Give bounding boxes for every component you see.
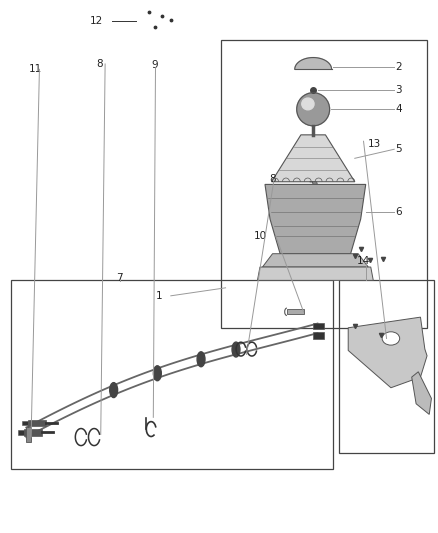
Ellipse shape <box>197 352 205 367</box>
Text: 6: 6 <box>395 207 402 217</box>
Polygon shape <box>348 317 427 388</box>
Text: 5: 5 <box>395 144 402 154</box>
Text: 4: 4 <box>395 104 402 114</box>
Text: 8: 8 <box>269 174 276 183</box>
Polygon shape <box>265 184 366 254</box>
Ellipse shape <box>232 342 240 357</box>
Text: 9: 9 <box>151 60 158 70</box>
Polygon shape <box>272 135 355 182</box>
Polygon shape <box>295 58 332 69</box>
Ellipse shape <box>297 93 329 126</box>
Text: 7: 7 <box>116 273 123 283</box>
Polygon shape <box>258 267 373 280</box>
Bar <box>18 430 24 434</box>
Text: 10: 10 <box>254 231 267 240</box>
Ellipse shape <box>153 366 161 381</box>
Bar <box>28 419 46 426</box>
Text: 14: 14 <box>357 256 370 266</box>
Bar <box>26 427 31 442</box>
Text: 3: 3 <box>395 85 402 94</box>
Bar <box>313 332 324 338</box>
Bar <box>313 322 324 329</box>
Ellipse shape <box>302 98 314 110</box>
Bar <box>24 429 42 435</box>
Polygon shape <box>262 254 368 267</box>
Text: 1: 1 <box>155 291 162 301</box>
Bar <box>339 280 434 453</box>
Text: 2: 2 <box>395 62 402 71</box>
Bar <box>11 280 333 469</box>
Ellipse shape <box>382 332 399 345</box>
Text: 13: 13 <box>368 139 381 149</box>
Text: 12: 12 <box>90 17 103 26</box>
Ellipse shape <box>110 383 117 398</box>
Text: 8: 8 <box>96 59 103 69</box>
Bar <box>221 40 427 328</box>
Polygon shape <box>412 372 431 415</box>
Text: 11: 11 <box>28 64 42 74</box>
Bar <box>22 421 28 425</box>
Polygon shape <box>310 182 327 230</box>
Bar <box>287 309 304 314</box>
